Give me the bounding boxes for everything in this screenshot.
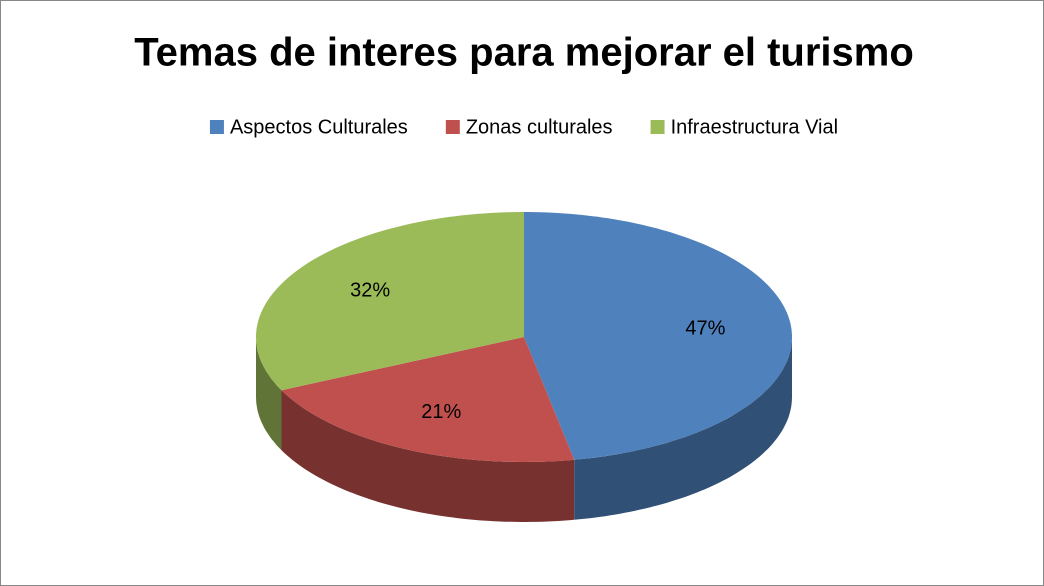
data-label: 47% (685, 317, 725, 339)
legend-label: Infraestructura Vial (671, 116, 839, 138)
legend-label: Zonas culturales (466, 116, 613, 138)
slice-side (281, 390, 575, 522)
legend-swatch (209, 120, 224, 134)
slice-side (574, 337, 792, 520)
slice (281, 337, 575, 462)
legend-label: Aspectos Culturales (230, 116, 408, 138)
legend-swatch (650, 120, 665, 134)
slice (256, 212, 524, 391)
data-label: 21% (421, 401, 461, 423)
chart-title: Temas de interes para mejorar el turismo (134, 31, 914, 75)
legend-swatch (445, 120, 460, 134)
slice-side (256, 337, 282, 451)
data-label: 32% (350, 280, 390, 302)
slice (524, 212, 792, 460)
